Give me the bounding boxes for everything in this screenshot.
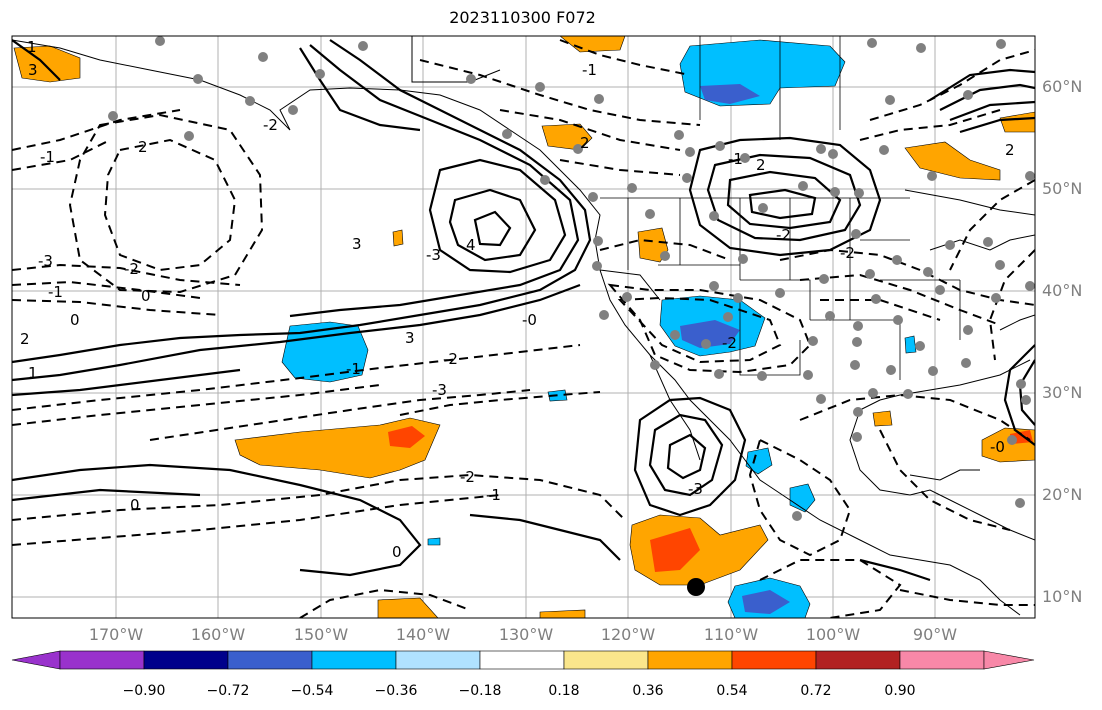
contour-label: -1 [48,283,63,301]
contour-label: 2 [580,134,590,152]
contour-label: 0 [130,496,140,514]
contour-label: -3 [688,480,703,498]
contour-label: -3 [38,252,53,270]
contour-label: -1 [486,486,501,504]
lat-label: 20°N [1042,485,1083,504]
lon-label: 130°W [498,625,554,644]
colorbar-tick-label: −0.72 [206,683,250,699]
contour-label: 3 [405,329,415,347]
contour-label: 2 [138,138,148,156]
colorbar [11,650,1035,670]
lon-label: 150°W [293,625,349,644]
contour-labels: 1 3 -1 2 -2 -3 0 3 -3 -2 -1 0 1 2 -0 4 3… [20,38,1015,561]
lon-label: 140°W [395,625,451,644]
colorbar-tick-label: 0.72 [800,683,832,699]
colorbar-tick-label: −0.90 [122,683,166,699]
contour-label: 2 [20,330,30,348]
lon-label: 90°W [912,625,958,644]
lon-label: 120°W [600,625,656,644]
lat-label: 40°N [1042,281,1083,300]
lat-label: 10°N [1042,587,1083,606]
contour-label: 1 [28,364,38,382]
map-title: 2023110300 F072 [449,8,596,27]
contour-label: -2 [124,260,139,278]
contour-label: -2 [722,334,737,352]
colorbar-tick-label: 0.18 [548,683,580,699]
positive-contours [12,39,1035,582]
contour-label: -2 [443,350,458,368]
contour-label: 2 [756,156,766,174]
contour-label: 1 [27,38,37,56]
colorbar-tick-label: 0.90 [884,683,916,699]
contour-label: -2 [460,468,475,486]
contour-label: -1 [582,61,597,79]
contour-label: -1 [346,360,361,378]
contour-label: 3 [352,235,362,253]
colorbar-lower-extension [11,650,61,670]
map-frame [11,35,1036,619]
colorbar-tick-label: −0.54 [290,683,334,699]
contour-label: 4 [466,236,476,254]
contour-label: 0 [141,287,151,305]
lat-label: 30°N [1042,383,1083,402]
lat-label: 60°N [1042,77,1083,96]
contour-label: 0 [392,543,402,561]
contour-label: -2 [840,244,855,262]
lon-label: 160°W [190,625,246,644]
strong-negative-anomaly-regions [680,84,790,614]
contour-label: -3 [432,381,447,399]
lon-label: 110°W [703,625,759,644]
contour-label: -0 [990,438,1005,456]
colorbar-upper-extension [983,650,1035,670]
contour-label: -0 [522,311,537,329]
lat-label: 50°N [1042,179,1083,198]
contour-label: 2 [1005,141,1015,159]
colorbar-tick-label: 0.36 [632,683,664,699]
station-dots [108,36,1035,521]
contour-label: -2 [776,226,791,244]
lon-label: 100°W [805,625,861,644]
contour-label: -2 [263,116,278,134]
contour-label: -3 [426,246,441,264]
negative-contours [12,39,1035,618]
lon-label: 170°W [88,625,144,644]
colorbar-tick-label: −0.18 [458,683,502,699]
tropical-cyclone-marker [687,578,705,596]
contour-label: -1 [40,148,55,166]
colorbar-tick-label: −0.36 [374,683,418,699]
contour-label: 3 [28,61,38,79]
contour-label: 0 [70,311,80,329]
contour-label: -1 [728,150,743,168]
colorbar-tick-label: 0.54 [716,683,748,699]
